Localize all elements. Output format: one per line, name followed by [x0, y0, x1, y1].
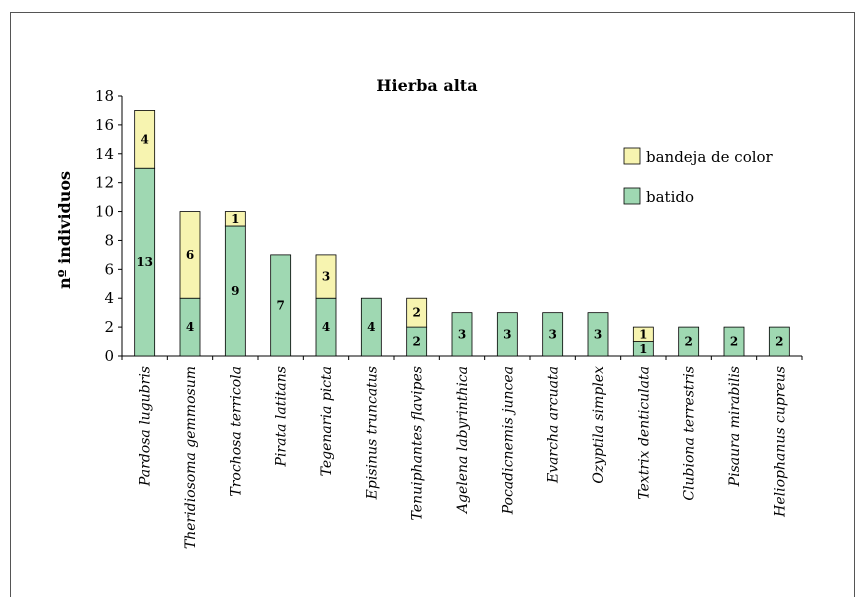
bar-segment: [542, 312, 564, 357]
chart-title: Hierba alta: [376, 76, 477, 95]
bar-value-label: 3: [594, 327, 602, 341]
bar-segment: [768, 326, 790, 357]
bar-segment: [224, 211, 246, 227]
bar-value-label: 13: [136, 255, 153, 269]
bar-segment: [451, 312, 473, 357]
y-tick-label: 2: [104, 318, 114, 336]
x-category-label: Agelena labyrinthica: [455, 366, 471, 515]
x-category-label: Clubiona terrestris: [682, 366, 698, 501]
x-category-label: Evarcha arcuata: [546, 366, 562, 484]
bar-segment: [315, 254, 337, 299]
chart-frame: [10, 12, 855, 597]
x-category-label: Pirata latitans: [274, 366, 290, 467]
bar-value-label: 4: [367, 320, 375, 334]
x-category-label: Episinus truncatus: [364, 366, 380, 500]
bar-segment: [587, 312, 609, 357]
x-category-label: Tenuiphantes flavipes: [410, 366, 426, 520]
bar-value-label: 1: [639, 342, 647, 356]
y-tick-label: 6: [104, 260, 114, 278]
bar-segment: [270, 254, 292, 357]
bar-value-label: 3: [548, 327, 556, 341]
x-category-label: Tegenaria picta: [319, 366, 335, 476]
legend-swatch: [623, 147, 641, 165]
legend-label: batido: [646, 188, 694, 206]
x-category-label: Ozyptila simplex: [591, 366, 607, 484]
x-category-label: Heliophanus cupreus: [772, 366, 788, 518]
y-axis-label: nº individuos: [55, 171, 74, 289]
bar-value-label: 3: [458, 327, 466, 341]
bar-segment: [134, 110, 156, 169]
y-tick-label: 10: [95, 203, 114, 221]
y-tick-label: 14: [95, 145, 114, 163]
x-category-label: Trochosa terricola: [228, 366, 244, 497]
y-tick-label: 0: [104, 347, 114, 365]
bar-value-label: 2: [775, 335, 783, 349]
y-tick-label: 12: [95, 174, 114, 192]
bar-value-label: 2: [412, 306, 420, 320]
bar-value-label: 2: [684, 335, 692, 349]
bar-value-label: 9: [231, 284, 239, 298]
x-category-label: Pisaura mirabilis: [727, 366, 743, 487]
y-tick-label: 18: [95, 87, 114, 105]
y-tick-label: 8: [104, 231, 114, 249]
legend: bandeja de color batido: [623, 147, 774, 206]
bar-value-label: 1: [639, 327, 647, 341]
bar-segment: [406, 297, 428, 328]
legend-swatch: [623, 187, 641, 205]
y-tick-label: 4: [104, 289, 114, 307]
bar-segment: [723, 326, 745, 357]
bar-value-label: 4: [186, 320, 194, 334]
x-category-label: Pardosa lugubris: [138, 366, 154, 487]
bar-value-label: 2: [412, 335, 420, 349]
bar-value-label: 1: [231, 212, 239, 226]
bar-segment: [678, 326, 700, 357]
bar-value-label: 3: [322, 270, 330, 284]
y-tick-label: 16: [95, 116, 114, 134]
bar-value-label: 3: [503, 327, 511, 341]
bar-segment: [360, 297, 382, 357]
bar-value-label: 6: [186, 248, 194, 262]
bar-value-label: 4: [322, 320, 330, 334]
bar-value-label: 4: [140, 132, 148, 146]
bar-segment: [179, 211, 201, 299]
x-category-label: Pocadicnemis juncea: [500, 366, 516, 515]
bar-value-label: 2: [730, 335, 738, 349]
x-category-label: Theridiosoma gemmosum: [183, 366, 199, 549]
bar-segment: [496, 312, 518, 357]
bar-segment: [632, 326, 654, 342]
legend-label: bandeja de color: [646, 148, 774, 166]
bar-value-label: 7: [276, 298, 284, 312]
x-category-label: Textrix denticulata: [636, 366, 652, 500]
